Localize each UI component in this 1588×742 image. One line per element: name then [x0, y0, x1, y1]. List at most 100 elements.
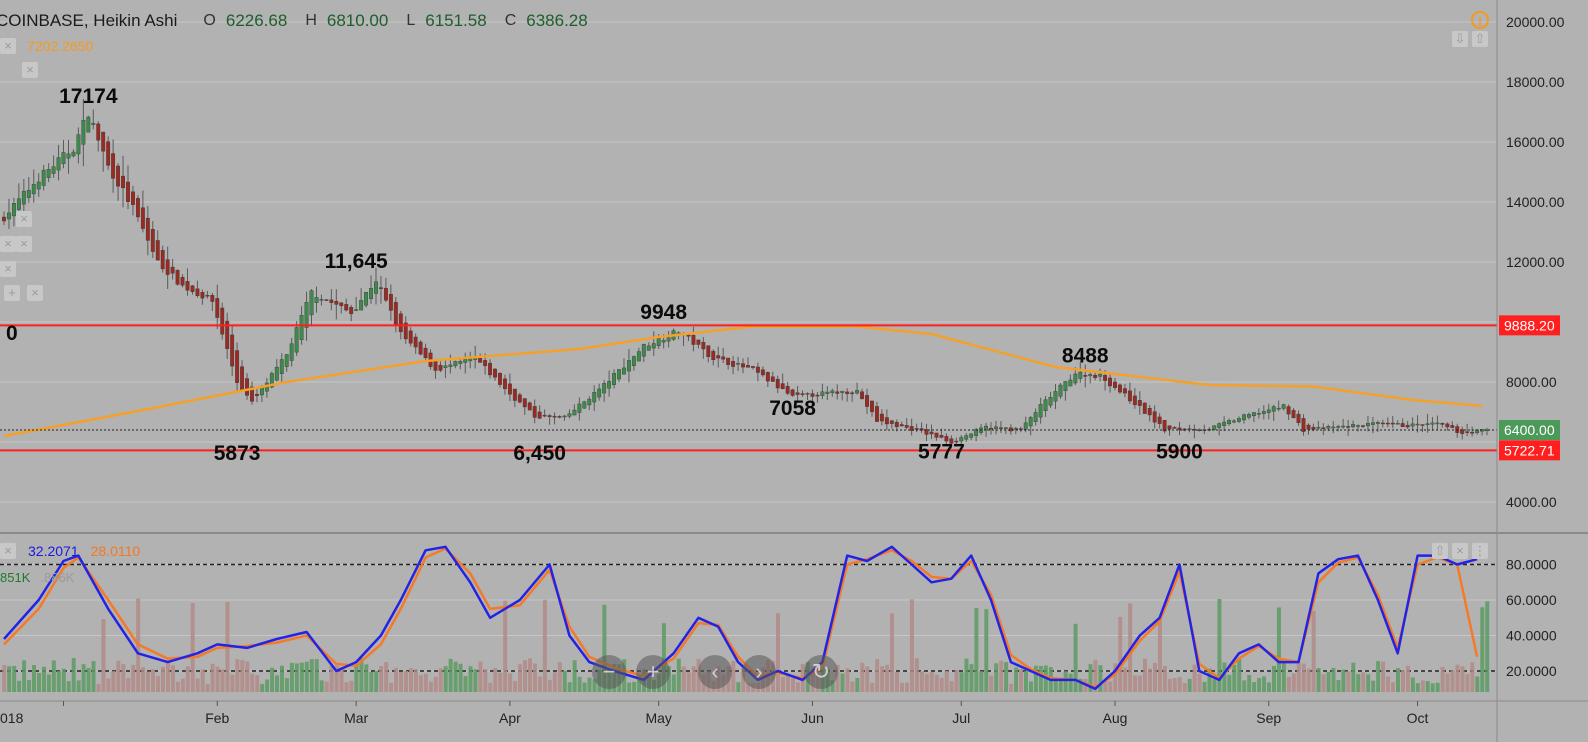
alert-icon[interactable]: ! [1471, 11, 1489, 29]
close-pane-icon[interactable]: × [1452, 543, 1468, 559]
candle-body [879, 413, 884, 422]
volume-bar [1341, 669, 1346, 692]
volume-ma-value: .886K [40, 570, 75, 585]
candle-body [1370, 422, 1375, 425]
move-up-icon[interactable]: ⇧ [1472, 31, 1488, 47]
candle-body [974, 429, 979, 436]
price-annotation-label: 0 [6, 322, 18, 345]
volume-bar [498, 672, 503, 692]
volume-bar [41, 666, 46, 692]
low-value: 6151.58 [425, 11, 487, 30]
price-annotation-label: 6,450 [513, 442, 566, 465]
candle-body [230, 334, 235, 367]
horizontal-levels[interactable] [0, 324, 1497, 452]
add-indicator-icon[interactable]: + [4, 285, 20, 301]
candle-body [349, 307, 354, 315]
close-indicator-icon[interactable]: × [16, 211, 32, 227]
price-annotation-label: 17174 [59, 85, 118, 108]
close-stochastic-icon[interactable]: × [0, 543, 16, 559]
candle-body [1286, 406, 1291, 415]
close-indicator-icon[interactable]: × [0, 261, 16, 277]
candle-body [1053, 391, 1058, 402]
candle-body [483, 360, 488, 367]
zoom-in-button[interactable]: + [636, 655, 670, 689]
candle-body [716, 355, 721, 359]
candle-body [1113, 381, 1117, 388]
candle-body [755, 366, 760, 373]
pane-menu-icon[interactable]: ⋮ [1472, 543, 1488, 559]
volume-bar [1147, 668, 1152, 692]
volume-bar [1381, 661, 1386, 692]
candle-body [1366, 422, 1370, 427]
volume-bar [1038, 665, 1043, 692]
volume-bar [914, 658, 919, 692]
candle-body [388, 293, 393, 311]
time-axis-tick-label: Mar [344, 710, 368, 726]
candle-body [1222, 421, 1227, 426]
candle-body [503, 378, 507, 390]
candle-body [1147, 408, 1152, 416]
close-indicator-icon[interactable]: × [16, 236, 32, 252]
volume-bar [230, 674, 235, 692]
candle-body [800, 393, 805, 395]
candle-body [542, 414, 547, 417]
scroll-right-button[interactable]: › [742, 655, 776, 689]
price-annotation-label: 8488 [1062, 345, 1109, 368]
candle-body [453, 361, 458, 367]
candle-body [815, 394, 820, 397]
candle-body [1261, 411, 1266, 414]
zoom-out-button[interactable]: − [592, 655, 626, 689]
volume-bar [260, 683, 265, 692]
volume-bar [1019, 668, 1024, 692]
volume-bar [389, 682, 394, 692]
volume-bar [1252, 682, 1257, 692]
candle-body [860, 391, 864, 400]
volume-bar [528, 658, 532, 692]
candle-body [294, 327, 299, 353]
volume-bar [572, 660, 577, 692]
volume-bar [404, 671, 408, 692]
close-ma-icon[interactable]: × [0, 38, 16, 54]
volume-bar [22, 660, 27, 692]
close-indicator-icon[interactable]: × [0, 236, 16, 252]
candle-body [884, 417, 889, 425]
close-indicator-icon[interactable]: × [27, 285, 43, 301]
candle-body [1227, 420, 1232, 425]
move-up-icon[interactable]: ⇧ [1432, 543, 1448, 559]
volume-bar [483, 669, 488, 692]
volume-bar [126, 677, 131, 692]
candle-body [71, 151, 76, 157]
scroll-left-button[interactable]: ‹ [698, 655, 732, 689]
candle-body [423, 347, 428, 358]
candle-body [1375, 422, 1380, 424]
open-value: 6226.68 [225, 11, 288, 30]
heikin-ashi-candles [2, 98, 1489, 449]
volume-bar [537, 676, 542, 692]
volume-bar [904, 682, 909, 692]
candle-body [1296, 413, 1301, 423]
volume-bar [215, 666, 220, 692]
symbol-title[interactable]: COINBASE, Heikin Ashi [0, 11, 178, 30]
volume-bar [1152, 662, 1157, 692]
price-annotation-label: 5777 [918, 441, 965, 464]
moving-average-series [3, 325, 1483, 438]
candle-body [894, 421, 899, 428]
price-annotation-label: 5873 [214, 442, 261, 465]
volume-bar [170, 665, 175, 692]
volume-bar [81, 664, 86, 692]
volume-bar [294, 663, 299, 692]
candle-body [577, 403, 582, 413]
candle-body [1331, 426, 1336, 429]
candle-body [998, 427, 1003, 429]
candle-body [329, 299, 334, 303]
candle-body [1361, 425, 1365, 427]
candle-body [1450, 425, 1455, 428]
candle-body [175, 269, 180, 285]
move-down-icon[interactable]: ⇩ [1452, 31, 1468, 47]
volume-bar [299, 662, 304, 692]
volume-bar [1157, 617, 1162, 692]
reset-chart-button[interactable]: ↻ [804, 655, 838, 689]
close-indicator-icon[interactable]: × [22, 62, 38, 78]
